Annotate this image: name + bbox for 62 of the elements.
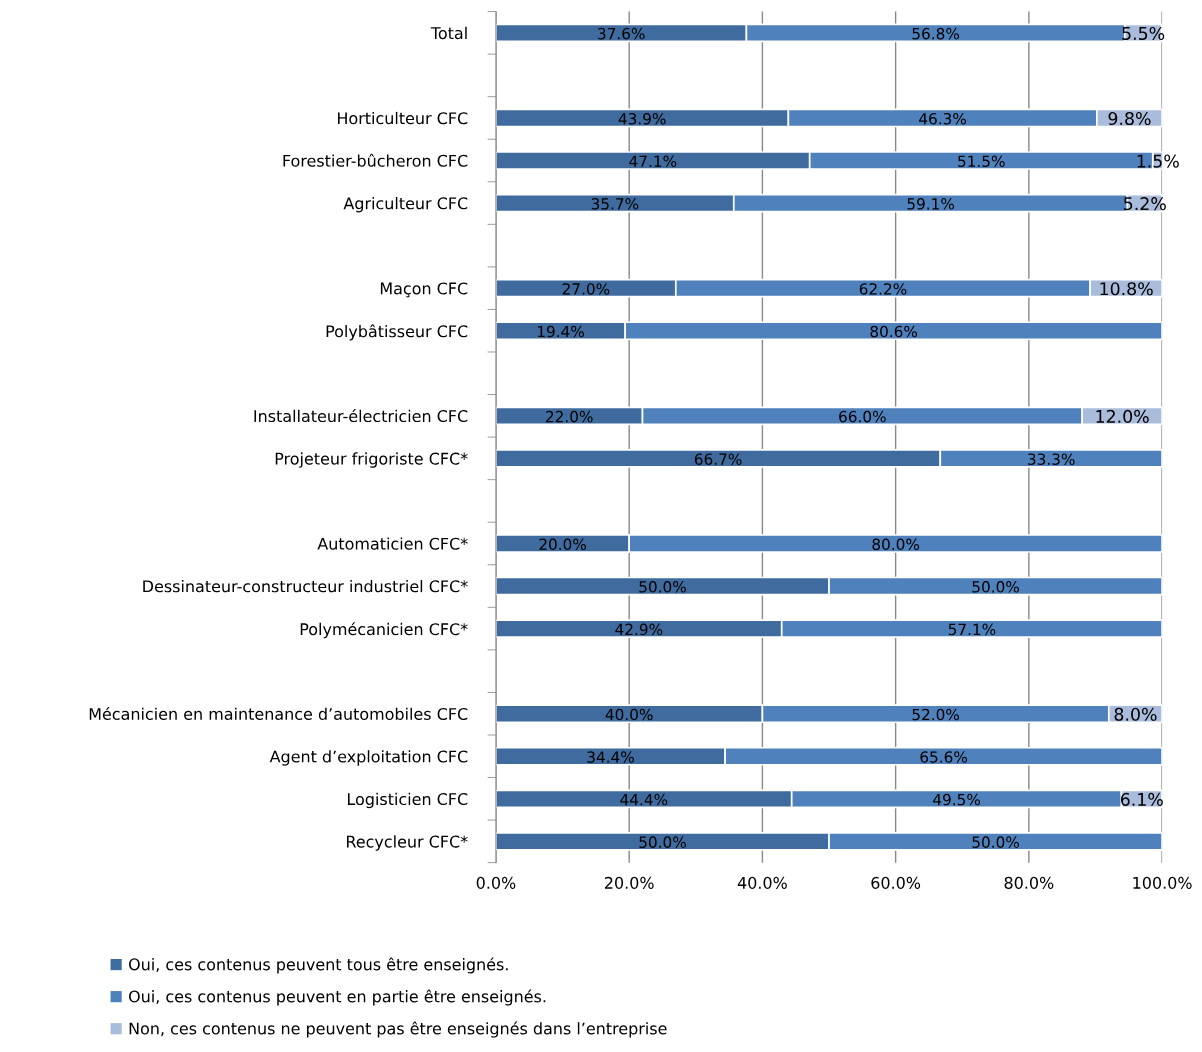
data-label: 51.5% <box>958 155 1005 168</box>
data-label: 10.8% <box>1100 282 1153 296</box>
y-tick-label: Horticulteur CFC <box>338 111 468 125</box>
data-label: 37.6% <box>598 27 645 40</box>
y-tick-label: Mécanicien en maintenance d’automobiles CFC <box>89 707 468 720</box>
data-label: 6.1% <box>1120 792 1163 806</box>
data-label: 33.3% <box>1028 453 1075 465</box>
y-tick-label: Polybâtisseur CFC <box>326 324 468 341</box>
data-label: 65.6% <box>920 751 968 763</box>
y-tick-label: Installateur-électricien CFC <box>254 409 468 423</box>
legend-label: Non, ces contenus ne peuvent pas être enseignés dans l’entreprise <box>129 1021 667 1038</box>
x-tick-label: 80.0% <box>1004 876 1054 889</box>
legend-label: Oui, ces contenus peuvent en partie être enseignés. <box>129 989 546 1006</box>
y-tick-label: Dessinateur-constructeur industriel CFC* <box>143 579 468 593</box>
data-label: 12.0% <box>1096 409 1149 423</box>
data-label: 50.0% <box>639 836 686 848</box>
y-tick-label: Recycleur CFC* <box>347 835 468 851</box>
y-tick-label: Polymécanicien CFC* <box>300 622 468 639</box>
y-tick-label: Agriculteur CFC <box>343 196 468 213</box>
y-tick-label: Maçon CFC <box>380 282 468 298</box>
data-label: 8.0% <box>1114 707 1157 721</box>
data-label: 50.0% <box>972 581 1019 593</box>
data-label: 57.1% <box>948 623 996 636</box>
x-tick-label: 0.0% <box>476 876 516 889</box>
data-label: 66.7% <box>694 453 742 465</box>
data-label: 35.7% <box>591 198 639 210</box>
data-label: 62.2% <box>859 283 907 295</box>
x-tick-label: 40.0% <box>737 876 787 889</box>
data-label: 56.8% <box>912 27 960 40</box>
data-label: 46.3% <box>919 112 967 125</box>
data-label: 34.4% <box>587 751 634 763</box>
data-label: 19.4% <box>537 325 584 338</box>
data-label: 40.0% <box>605 708 653 721</box>
data-label: 49.5% <box>933 793 981 806</box>
x-tick-label: 100.0% <box>1133 876 1192 889</box>
data-label: 9.8% <box>1108 111 1151 126</box>
data-label: 20.0% <box>539 538 586 551</box>
y-tick-label: Agent d’exploitation CFC <box>269 750 468 766</box>
data-label: 52.0% <box>912 708 960 721</box>
data-label: 5.5% <box>1122 26 1165 41</box>
data-label: 59.1% <box>907 198 955 210</box>
y-tick-label: Automaticien CFC* <box>317 537 468 550</box>
y-tick-label: Forestier-bûcheron CFC <box>283 153 468 167</box>
data-label: 80.0% <box>872 538 920 551</box>
data-label: 42.9% <box>615 623 663 636</box>
y-tick-label: Logisticien CFC <box>348 792 468 809</box>
data-label: 1.5% <box>1137 154 1179 168</box>
data-label: 50.0% <box>639 581 686 593</box>
legend-label: Oui, ces contenus peuvent tous être enseignés. <box>129 957 508 974</box>
data-label: 66.0% <box>839 410 886 423</box>
data-label: 50.0% <box>972 836 1019 848</box>
y-tick-label: Projeteur frigoriste CFC* <box>275 452 468 468</box>
data-label: 22.0% <box>546 410 593 423</box>
data-label: 43.9% <box>618 112 666 125</box>
data-label: 5.2% <box>1124 197 1166 211</box>
data-label: 80.6% <box>870 325 918 338</box>
x-tick-label: 60.0% <box>871 876 921 889</box>
y-tick-label: Total <box>430 26 467 40</box>
x-tick-label: 20.0% <box>604 876 654 889</box>
data-label: 27.0% <box>562 283 610 295</box>
data-label: 47.1% <box>629 155 677 168</box>
data-label: 44.4% <box>620 793 668 806</box>
